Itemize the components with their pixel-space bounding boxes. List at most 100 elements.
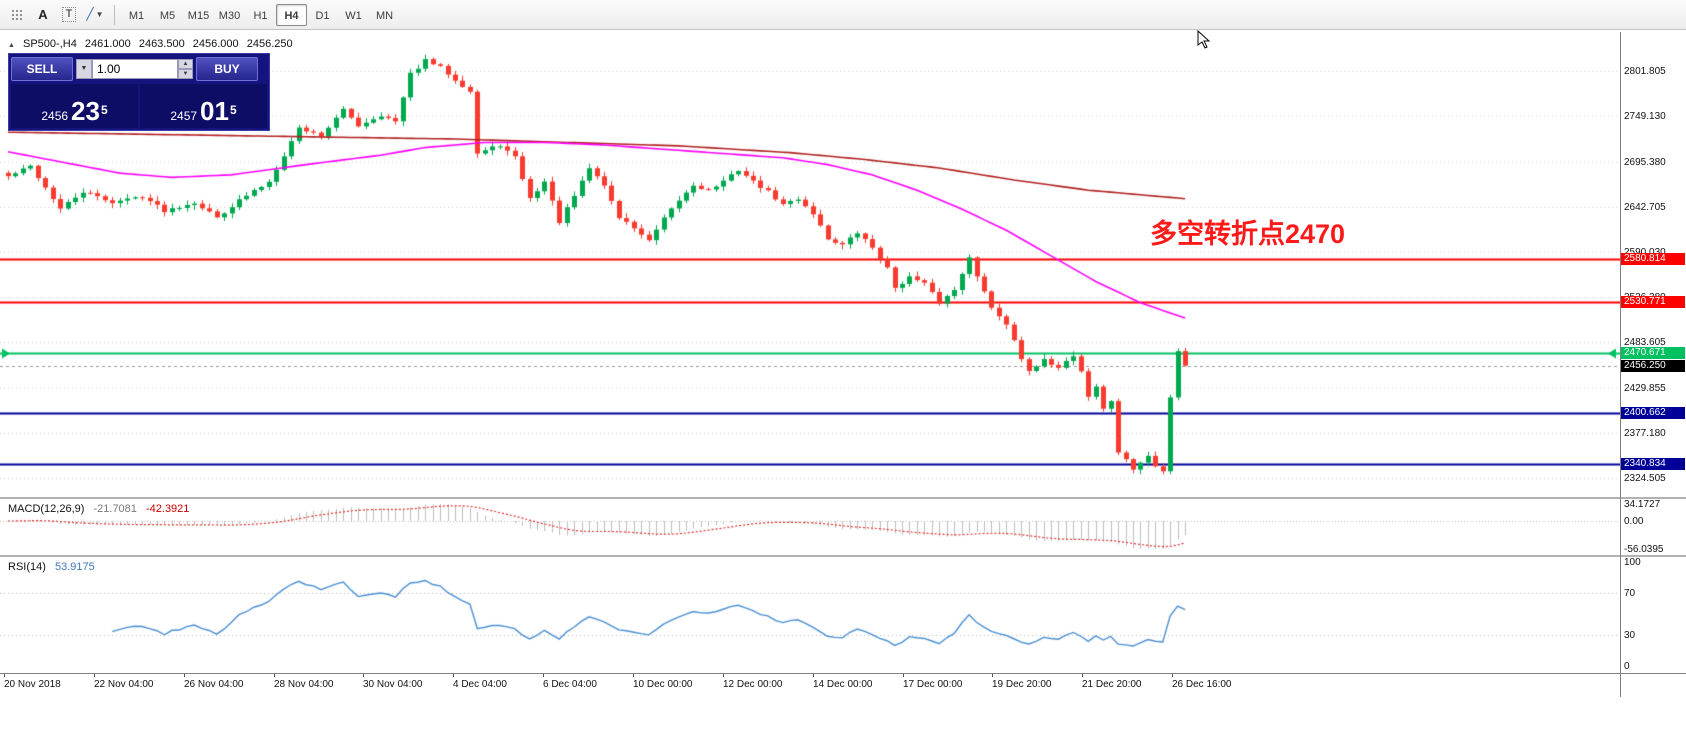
rsi-axis-label: 0 [1624,661,1630,672]
rsi-indicator-label: RSI(14) 53.9175 [8,561,101,573]
time-axis-label: 4 Dec 04:00 [453,679,507,690]
timeframe-w1-button[interactable]: W1 [345,9,362,22]
macd-pane-separator[interactable] [0,497,1686,499]
price-axis-label: 2324.505 [1624,473,1666,484]
price-axis-label: 2801.805 [1624,66,1666,77]
sell-button[interactable]: SELL [11,57,73,81]
expand-icon: ▲ [8,42,15,49]
timeframe-h4-button[interactable]: H4 [276,3,307,26]
time-axis-tick [633,674,634,677]
time-axis-label: 10 Dec 00:00 [633,679,693,690]
volume-dropdown-button[interactable]: ▼ [76,59,92,79]
time-axis-tick [903,674,904,677]
time-axis-label: 12 Dec 00:00 [723,679,783,690]
price-level-tag: 2470.671 [1621,347,1685,359]
rsi-axis-label: 100 [1624,557,1641,568]
time-axis-tick [992,674,993,677]
macd-main-value: -21.7081 [93,503,137,515]
sell-price-display[interactable]: 2456 23 5 [11,84,138,128]
time-axis-tick [94,674,95,677]
macd-axis-label: 0.00 [1624,516,1644,527]
time-axis-label: 19 Dec 20:00 [992,679,1052,690]
time-axis-border [0,673,1686,674]
shapes-dropdown-button[interactable]: ╱ ▼ [82,3,108,27]
timeframe-d1-button[interactable]: D1 [315,9,330,22]
timeframe-m5-button[interactable]: M5 [159,9,176,22]
price-axis-label: 2429.855 [1624,383,1666,394]
macd-indicator-label: MACD(12,26,9) -21.7081 -42.3921 [8,503,195,515]
sell-price-sup: 5 [100,103,108,117]
time-axis-label: 6 Dec 04:00 [543,679,597,690]
rsi-indicator-canvas[interactable] [0,558,1620,673]
caret-down-icon: ▼ [95,10,104,19]
time-axis-tick [1082,674,1083,677]
toolbar-separator [114,4,115,25]
rsi-axis-label: 30 [1624,630,1636,641]
time-axis-tick [813,674,814,677]
time-axis[interactable]: 20 Nov 2018 22 Nov 04:00 26 Nov 04:00 28 No… [0,674,1620,697]
time-axis-tick [184,674,185,677]
time-axis-label: 20 Nov 2018 [4,679,61,690]
timeframe-mn-button[interactable]: MN [375,9,394,22]
price-axis[interactable]: 2801.805 2749.130 2695.380 2642.705 2590.030… [1621,32,1686,673]
mouse-cursor-icon [1197,30,1210,49]
volume-increase-button[interactable]: ▲ [178,59,193,69]
chart-annotation-text: 多空转折点2470 [1150,219,1346,249]
price-axis-label: 2483.605 [1624,337,1666,348]
text-label-button[interactable]: A [30,3,56,27]
macd-title: MACD(12,26,9) [8,503,85,515]
timeframe-m30-button[interactable]: M30 [218,9,241,22]
time-axis-tick [1172,674,1173,677]
cursor-grid-icon [10,7,24,22]
text-box-button[interactable]: T [56,3,82,27]
high-value: 2463.500 [138,38,185,50]
text-a-icon: A [38,7,48,22]
buy-button[interactable]: BUY [196,57,258,81]
price-level-tag: 2530.771 [1621,296,1685,308]
volume-input[interactable] [92,59,178,79]
buy-price-display[interactable]: 2457 01 5 [140,84,267,128]
price-level-tag: 2400.662 [1621,407,1685,419]
rsi-pane-separator[interactable] [0,555,1686,557]
price-axis-label: 2642.705 [1624,202,1666,213]
timeframe-m15-button[interactable]: M15 [187,9,210,22]
price-chart-canvas[interactable] [0,32,1620,497]
price-axis-label: 2377.180 [1624,428,1666,439]
rsi-axis-label: 70 [1624,588,1636,599]
open-value: 2461.000 [84,38,131,50]
volume-spinner: ▲ ▼ [178,59,193,79]
price-axis-label: 2590.030 [1624,247,1666,258]
timeframe-m1-button[interactable]: M1 [128,9,145,22]
sell-price-big: 23 [71,96,100,126]
low-value: 2456.000 [192,38,239,50]
price-axis-border [1620,32,1621,697]
chart-ohlc-header: ▲ SP500-,H4 2461.000 2463.500 2456.000 2… [8,38,298,50]
close-value: 2456.250 [246,38,293,50]
time-axis-label: 14 Dec 00:00 [813,679,873,690]
time-axis-tick [453,674,454,677]
price-level-tag: 2456.250 [1621,360,1685,372]
time-axis-label: 28 Nov 04:00 [274,679,334,690]
macd-signal-value: -42.3921 [145,503,190,515]
time-axis-label: 26 Nov 04:00 [184,679,244,690]
rsi-value: 53.9175 [54,561,95,573]
time-axis-tick [274,674,275,677]
time-axis-tick [363,674,364,677]
price-axis-label: 2749.130 [1624,111,1666,122]
buy-price-big: 01 [200,96,229,126]
buy-price-sup: 5 [229,103,237,117]
timeframe-h1-button[interactable]: H1 [253,9,268,22]
price-level-tag: 2580.814 [1621,253,1685,265]
cursor-grid-button[interactable] [4,3,30,27]
time-axis-tick [4,674,5,677]
rsi-title: RSI(14) [8,561,46,573]
time-axis-tick [543,674,544,677]
top-toolbar: A T ╱ ▼ M1 M5 M15 M30 H1 H4 D1 W1 MN [0,0,1686,30]
macd-indicator-canvas[interactable] [0,500,1620,555]
time-axis-tick [723,674,724,677]
volume-decrease-button[interactable]: ▼ [178,69,193,79]
buy-price-small: 2457 [170,109,198,123]
text-t-icon: T [61,7,77,22]
macd-axis-label: -56.0395 [1624,544,1664,555]
